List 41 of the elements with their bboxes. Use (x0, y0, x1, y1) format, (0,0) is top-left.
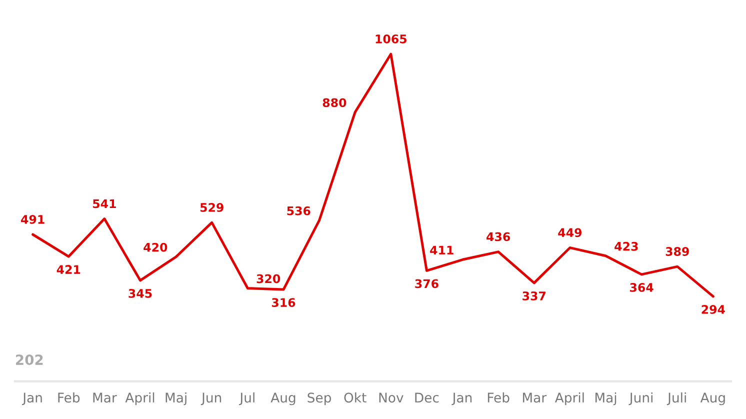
data-label: 529 (200, 203, 224, 212)
x-tick-label: Mar (93, 392, 117, 403)
data-label: 436 (486, 232, 510, 242)
data-label: 541 (93, 199, 116, 208)
data-label: 1065 (376, 34, 407, 44)
x-tick-label: Feb (58, 392, 80, 403)
x-tick-label: Aug (270, 392, 296, 406)
data-label: 411 (430, 246, 454, 254)
data-label: 337 (522, 291, 546, 300)
data-label: 389 (666, 247, 689, 256)
data-label: 449 (558, 228, 582, 238)
data-label: 421 (56, 265, 80, 274)
x-tick-label: April (554, 392, 584, 406)
x-tick-label: Nov (379, 392, 404, 403)
x-tick-label: Juli (666, 392, 686, 406)
data-label: 376 (415, 279, 438, 288)
data-label: 345 (128, 288, 152, 298)
x-tick-label: Jun (200, 392, 222, 406)
x-tick-label: Sep (308, 392, 331, 406)
data-label: 423 (614, 242, 638, 251)
data-label: 536 (287, 206, 310, 216)
x-tick-label: April (125, 392, 154, 406)
x-tick-label: Mar (522, 392, 547, 403)
x-tick-label: Juni (628, 392, 652, 406)
x-tick-label: Jan (22, 392, 42, 406)
data-label: 364 (630, 282, 654, 292)
data-label: 880 (322, 98, 346, 108)
x-tick-label: Jul (239, 392, 254, 406)
data-label: 320 (256, 274, 280, 284)
text: 202 (16, 354, 43, 366)
data-label: 420 (144, 242, 168, 252)
x-tick-label: Jan (452, 392, 472, 406)
data-label: 294 (702, 304, 725, 314)
data-label: 316 (272, 298, 296, 307)
x-tick-label: Maj (166, 392, 186, 406)
x-tick-label: Feb (488, 392, 510, 403)
x-tick-label: Aug (700, 392, 725, 406)
x-tick-label: Maj (595, 392, 616, 406)
data-label: 491 (21, 214, 44, 224)
x-tick-label: Okt (344, 392, 366, 403)
x-tick-label: Dec (415, 392, 439, 403)
